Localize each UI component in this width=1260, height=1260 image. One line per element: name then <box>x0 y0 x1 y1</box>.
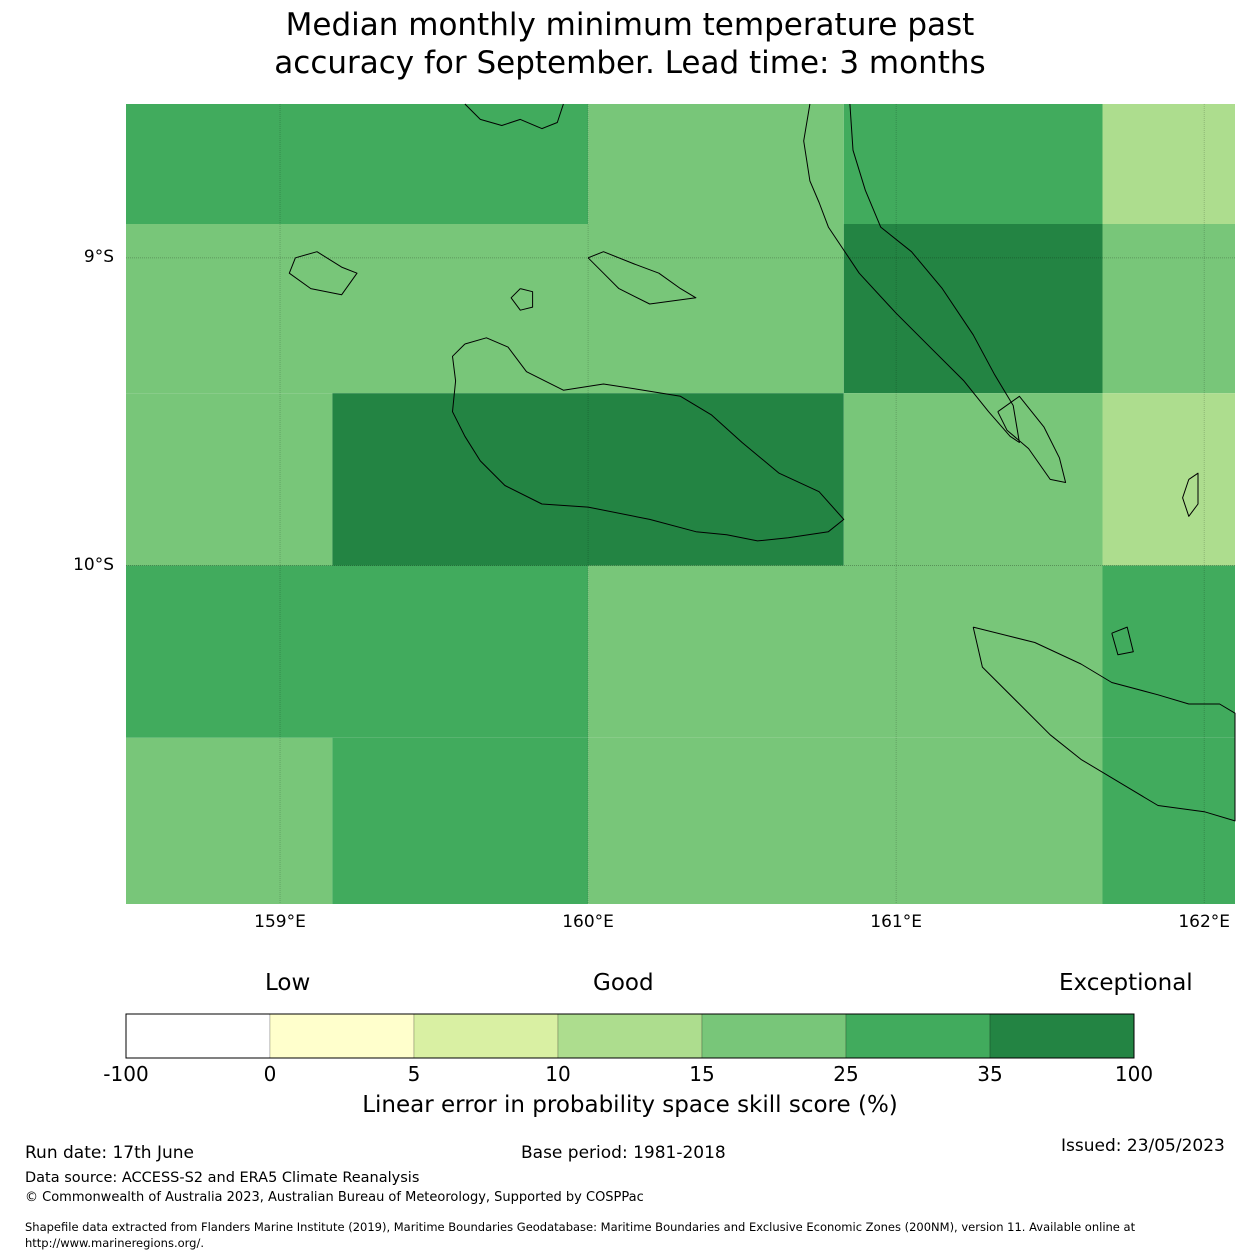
data-source: Data source: ACCESS-S2 and ERA5 Climate … <box>25 1170 420 1186</box>
skill-cell-13 <box>1102 565 1235 738</box>
colorbar-tick-2: 5 <box>407 1062 421 1086</box>
lon-tick-label-0: 159°E <box>254 912 306 932</box>
colorbar-swatch-3 <box>557 1013 703 1059</box>
colorbar-label: Linear error in probability space skill … <box>362 1092 898 1118</box>
title-line-1: Median monthly minimum temperature past <box>285 7 975 43</box>
lat-tick-label-1: 10°S <box>73 554 114 575</box>
skill-cell-2 <box>843 104 1103 224</box>
skill-cell-4 <box>126 224 844 394</box>
lon-tick-label-3: 162°E <box>1178 912 1231 932</box>
colorbar-head-good: Good <box>593 970 654 996</box>
colorbar-swatch-2 <box>413 1013 559 1059</box>
colorbar-tick-1: 0 <box>263 1062 277 1086</box>
skill-cell-3 <box>1102 104 1235 224</box>
lon-tick-label-1: 160°E <box>562 912 614 932</box>
colorbar-swatch-5 <box>845 1013 991 1059</box>
graticule <box>126 104 1235 904</box>
colorbar-tick-5: 25 <box>833 1062 859 1086</box>
colorbar-swatch-4 <box>701 1013 847 1059</box>
savo-island <box>510 288 534 311</box>
copyright: © Commonwealth of Australia 2023, Austra… <box>25 1190 644 1205</box>
colorbar-tick-7: 100 <box>1114 1062 1154 1086</box>
coastlines <box>288 103 1236 822</box>
skill-cell-1 <box>588 104 844 224</box>
colorbar-head-low: Low <box>265 970 311 996</box>
colorbar-frame <box>125 1013 1135 1059</box>
map-title: Median monthly minimum temperature past … <box>0 6 1260 82</box>
skill-cell-9 <box>843 393 1103 566</box>
skill-cell-7 <box>126 393 333 566</box>
florida-islands <box>587 251 697 305</box>
skill-cell-12 <box>588 565 1103 738</box>
northern-coast <box>464 103 564 130</box>
issued-date: Issued: 23/05/2023 <box>1061 1136 1225 1156</box>
skill-cell-10 <box>1102 393 1235 566</box>
colorbar-head-exceptional: Exceptional <box>1059 970 1193 996</box>
skill-cell-5 <box>843 224 1103 394</box>
skill-cells <box>126 104 1235 904</box>
skill-cell-17 <box>1102 737 1235 904</box>
skill-cell-11 <box>126 565 589 738</box>
colorbar-swatch-6 <box>989 1013 1135 1059</box>
ulawa-island <box>1182 472 1199 517</box>
skill-cell-14 <box>126 737 333 904</box>
small-malaita <box>997 395 1067 483</box>
title-line-2: accuracy for September. Lead time: 3 mon… <box>274 45 986 81</box>
skill-cell-15 <box>332 737 589 904</box>
lon-tick-label-2: 161°E <box>870 912 922 932</box>
shapefile-line-1: Shapefile data extracted from Flanders M… <box>25 1220 1136 1234</box>
guadalcanal-island <box>452 337 845 542</box>
colorbar-swatch-1 <box>269 1013 415 1059</box>
run-date: Run date: 17th June <box>25 1143 194 1163</box>
skill-cell-6 <box>1102 224 1235 394</box>
skill-cell-8 <box>332 393 844 566</box>
lat-tick-label-0: 9°S <box>83 246 114 267</box>
colorbar-tick-0: -100 <box>103 1062 149 1086</box>
russell-islands <box>288 251 358 296</box>
colorbar-tick-4: 15 <box>689 1062 715 1086</box>
skill-cell-0 <box>126 104 589 224</box>
shapefile-line-2: http://www.marineregions.org/. <box>25 1236 204 1250</box>
skill-cell-16 <box>588 737 1103 904</box>
base-period: Base period: 1981-2018 <box>521 1143 726 1163</box>
colorbar <box>125 1013 1135 1059</box>
colorbar-tick-6: 35 <box>977 1062 1003 1086</box>
ugi-island <box>1111 626 1134 656</box>
malaita-island <box>803 103 1020 443</box>
makira-island <box>972 626 1236 822</box>
colorbar-swatch-0 <box>125 1013 271 1059</box>
colorbar-tick-3: 10 <box>545 1062 571 1086</box>
